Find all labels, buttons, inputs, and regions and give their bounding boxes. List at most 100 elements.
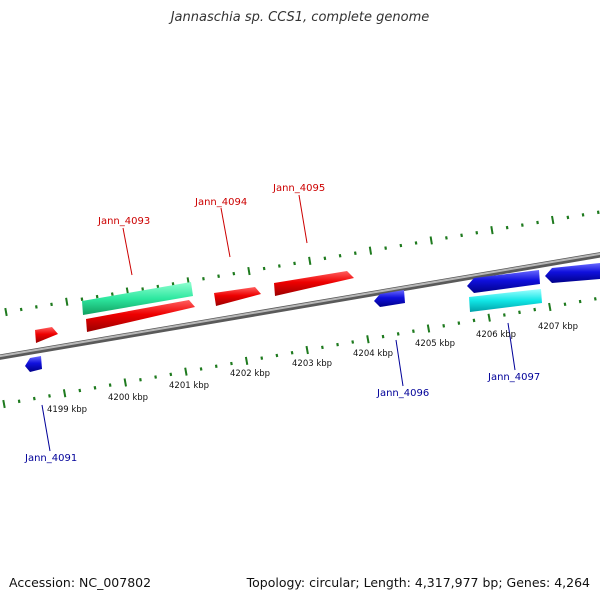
tick-label-4200: 4200 kbp — [108, 393, 148, 403]
forward-minor-tick — [262, 266, 266, 271]
forward-minor-tick — [156, 284, 160, 289]
forward-minor-tick — [338, 253, 342, 258]
reverse-minor-tick — [78, 388, 82, 393]
forward-genes — [35, 271, 354, 343]
topology-summary: Topology: circular; Length: 4,317,977 bp… — [246, 575, 590, 590]
reverse-minor-tick — [48, 394, 51, 398]
forward-major-tick — [4, 307, 8, 317]
reverse-minor-tick — [503, 313, 506, 317]
gene-jann-4095 — [274, 271, 354, 296]
gene-jann-4091 — [25, 356, 42, 372]
label-jann-4097: Jann_4097 — [487, 372, 540, 383]
map-title: Jannaschia sp. CCS1, complete genome — [170, 10, 430, 25]
forward-minor-tick — [80, 297, 84, 301]
forward-minor-tick — [475, 231, 479, 235]
reverse-major-tick — [366, 335, 370, 344]
forward-minor-tick — [414, 241, 418, 245]
reverse-minor-tick — [381, 334, 385, 339]
reverse-minor-tick — [351, 340, 355, 344]
reverse-minor-tick — [214, 364, 218, 368]
forward-minor-tick — [217, 274, 220, 279]
gene-labels: Jann_4093 Jann_4094 Jann_4095 Jann_4091 … — [24, 183, 540, 464]
forward-minor-tick — [384, 246, 387, 250]
reverse-major-tick — [548, 302, 552, 312]
reverse-major-tick — [62, 389, 67, 398]
forward-major-tick — [308, 256, 312, 265]
tick-label-4201: 4201 kbp — [169, 381, 209, 391]
reverse-tick-track — [2, 297, 597, 409]
reverse-minor-tick — [290, 350, 294, 355]
reverse-minor-tick — [457, 321, 461, 325]
forward-minor-tick — [171, 282, 175, 286]
reverse-minor-tick — [32, 396, 36, 401]
reverse-minor-tick — [396, 332, 400, 336]
gene-offscreen-blue — [545, 263, 600, 283]
reverse-minor-tick — [593, 297, 597, 301]
reverse-minor-tick — [260, 356, 264, 360]
reverse-minor-tick — [154, 375, 157, 379]
reverse-minor-tick — [321, 345, 324, 350]
forward-minor-tick — [293, 261, 296, 266]
reverse-minor-tick — [472, 318, 476, 323]
tick-label-4203: 4203 kbp — [292, 359, 332, 369]
tick-label-4206: 4206 kbp — [476, 330, 516, 340]
gene-cyan-feature — [469, 289, 542, 312]
reverse-minor-tick — [518, 310, 521, 315]
reverse-minor-tick — [139, 378, 142, 382]
forward-minor-tick — [521, 223, 524, 227]
forward-minor-tick — [278, 264, 281, 268]
label-leaders — [41, 194, 516, 452]
forward-minor-tick — [399, 243, 403, 248]
label-jann-4096: Jann_4096 — [376, 388, 429, 399]
label-jann-4091: Jann_4091 — [24, 453, 77, 464]
reverse-minor-tick — [230, 361, 233, 366]
gene-jann-4094 — [214, 287, 261, 306]
forward-major-tick — [551, 215, 555, 225]
tick-label-4202: 4202 kbp — [230, 369, 270, 379]
forward-minor-tick — [536, 220, 539, 225]
forward-minor-tick — [202, 277, 205, 281]
forward-major-tick — [429, 236, 433, 245]
forward-tick-track — [4, 210, 600, 317]
gene-jann-4097 — [467, 270, 540, 293]
reverse-minor-tick — [533, 307, 537, 312]
forward-minor-tick — [110, 292, 114, 296]
forward-minor-tick — [323, 256, 327, 261]
reverse-major-tick — [487, 313, 491, 322]
gene-green-feature — [82, 282, 193, 315]
reverse-minor-tick — [412, 329, 415, 334]
reverse-minor-tick — [108, 383, 112, 387]
forward-minor-tick — [353, 251, 357, 256]
gene-jann-4096 — [374, 290, 405, 307]
reverse-minor-tick — [199, 367, 203, 371]
label-jann-4095: Jann_4095 — [272, 183, 325, 194]
forward-major-tick — [247, 266, 251, 276]
genome-backbone — [0, 252, 600, 360]
reverse-minor-tick — [336, 342, 339, 347]
forward-minor-tick — [50, 302, 53, 307]
accession-text: Accession: NC_007802 — [9, 575, 152, 590]
reverse-minor-tick — [17, 399, 21, 404]
forward-minor-tick — [95, 294, 99, 299]
tick-label-4199: 4199 kbp — [47, 405, 87, 415]
forward-major-tick — [368, 246, 373, 255]
label-jann-4093: Jann_4093 — [97, 216, 150, 227]
reverse-major-tick — [184, 367, 188, 376]
reverse-minor-tick — [442, 323, 446, 328]
reverse-major-tick — [2, 399, 6, 409]
reverse-major-tick — [305, 345, 309, 355]
reverse-major-tick — [123, 378, 127, 387]
reverse-minor-tick — [563, 302, 567, 307]
reverse-genes — [25, 263, 600, 372]
forward-minor-tick — [35, 305, 38, 309]
forward-minor-tick — [596, 210, 600, 215]
tick-label-4204: 4204 kbp — [353, 349, 393, 359]
reverse-minor-tick — [169, 372, 173, 377]
forward-major-tick — [65, 297, 69, 306]
reverse-minor-tick — [275, 353, 279, 358]
forward-major-tick — [490, 226, 494, 235]
tick-labels: 4199 kbp 4200 kbp 4201 kbp 4202 kbp 4203… — [47, 322, 578, 415]
tick-label-4205: 4205 kbp — [415, 339, 455, 349]
forward-minor-tick — [581, 213, 585, 217]
